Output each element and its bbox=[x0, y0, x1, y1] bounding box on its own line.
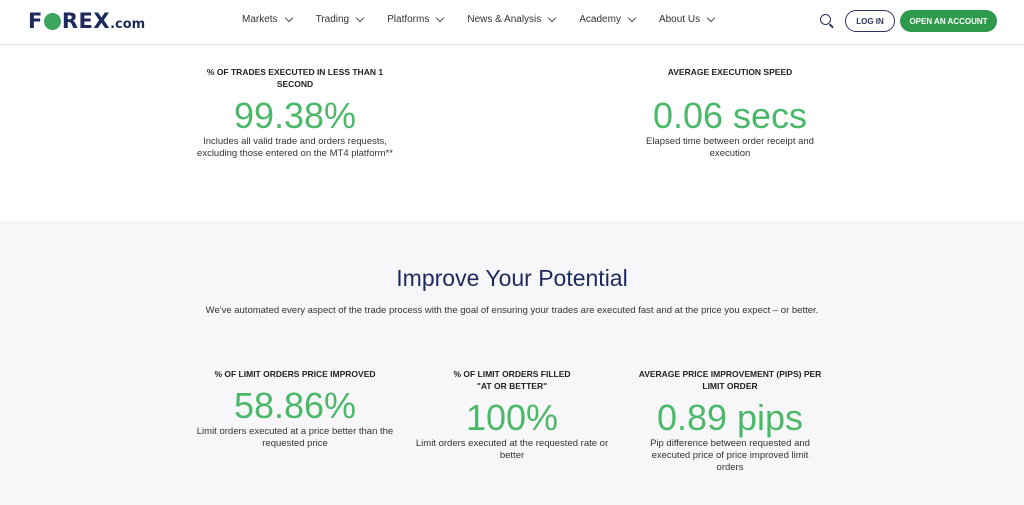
logo-suffix: .com bbox=[110, 17, 146, 32]
chevron-down-icon bbox=[548, 13, 557, 22]
stat-description: Includes all valid trade and orders requ… bbox=[197, 136, 393, 159]
stat-value: 58.86% bbox=[233, 385, 357, 426]
nav-markets[interactable]: Markets bbox=[242, 13, 293, 25]
nav-label: Platforms bbox=[387, 14, 430, 25]
forex-logo[interactable]: F REX.com bbox=[28, 9, 145, 33]
chevron-down-icon bbox=[284, 13, 293, 22]
chevron-down-icon bbox=[627, 13, 637, 22]
stat-limit-filled-at-or-better: % of limit orders filled "at or better" … bbox=[412, 368, 612, 462]
nav-label: News & Analysis bbox=[467, 14, 542, 25]
nav-news-analysis[interactable]: News & Analysis bbox=[467, 13, 557, 25]
stat-value: 0.06 secs bbox=[652, 95, 808, 136]
login-button[interactable]: LOG IN bbox=[845, 10, 895, 32]
nav-label: Markets bbox=[242, 14, 278, 25]
main-nav: Markets Trading Platforms News & Analysi… bbox=[242, 13, 738, 25]
improve-potential-section bbox=[0, 221, 1024, 505]
execution-stats-section: % of trades executed in less than 1 seco… bbox=[0, 45, 1024, 221]
chevron-down-icon bbox=[355, 13, 365, 22]
stat-description: Limit orders executed at a price better … bbox=[196, 426, 394, 449]
stat-avg-price-improvement: Average price improvement (pips) per lim… bbox=[630, 368, 830, 474]
section-intro: We've automated every aspect of the trad… bbox=[205, 305, 819, 316]
stat-trades-under-1s: % of trades executed in less than 1 seco… bbox=[195, 66, 395, 160]
stat-heading: % of trades executed in less than 1 seco… bbox=[206, 67, 384, 89]
stat-description: Pip difference between requested and exe… bbox=[650, 438, 810, 473]
nav-about-us[interactable]: About Us bbox=[658, 13, 716, 25]
stat-value: 0.89 pips bbox=[656, 397, 804, 438]
logo-text: F bbox=[28, 9, 43, 33]
chevron-down-icon bbox=[706, 13, 716, 22]
nav-academy[interactable]: Academy bbox=[579, 13, 637, 25]
stat-value: 99.38% bbox=[233, 95, 357, 136]
nav-trading[interactable]: Trading bbox=[315, 13, 365, 25]
stat-heading: % of limit orders price improved bbox=[214, 369, 376, 379]
section-title: Improve Your Potential bbox=[396, 265, 628, 291]
chevron-down-icon bbox=[436, 13, 445, 22]
open-account-button[interactable]: OPEN AN ACCOUNT bbox=[900, 10, 997, 32]
logo-coin-icon bbox=[43, 13, 61, 30]
stat-avg-execution-speed: Average execution speed 0.06 secs Elapse… bbox=[630, 66, 830, 160]
stat-heading: % of limit orders filled "at or better" bbox=[453, 369, 571, 391]
stat-heading: Average price improvement (pips) per lim… bbox=[638, 369, 822, 391]
search-icon[interactable] bbox=[820, 14, 831, 25]
stat-limit-price-improved: % of limit orders price improved 58.86% … bbox=[195, 368, 395, 450]
stat-heading: Average execution speed bbox=[667, 67, 793, 77]
stat-value: 100% bbox=[465, 397, 559, 438]
site-header: F REX.com Markets Trading Platforms News … bbox=[0, 0, 1024, 45]
nav-platforms[interactable]: Platforms bbox=[387, 13, 445, 25]
stat-description: Elapsed time between order receipt and e… bbox=[646, 136, 814, 159]
nav-label: Trading bbox=[315, 14, 350, 25]
stat-description: Limit orders executed at the requested r… bbox=[415, 438, 609, 461]
nav-label: Academy bbox=[579, 14, 621, 25]
nav-label: About Us bbox=[658, 14, 701, 25]
logo-text: REX bbox=[61, 9, 111, 33]
